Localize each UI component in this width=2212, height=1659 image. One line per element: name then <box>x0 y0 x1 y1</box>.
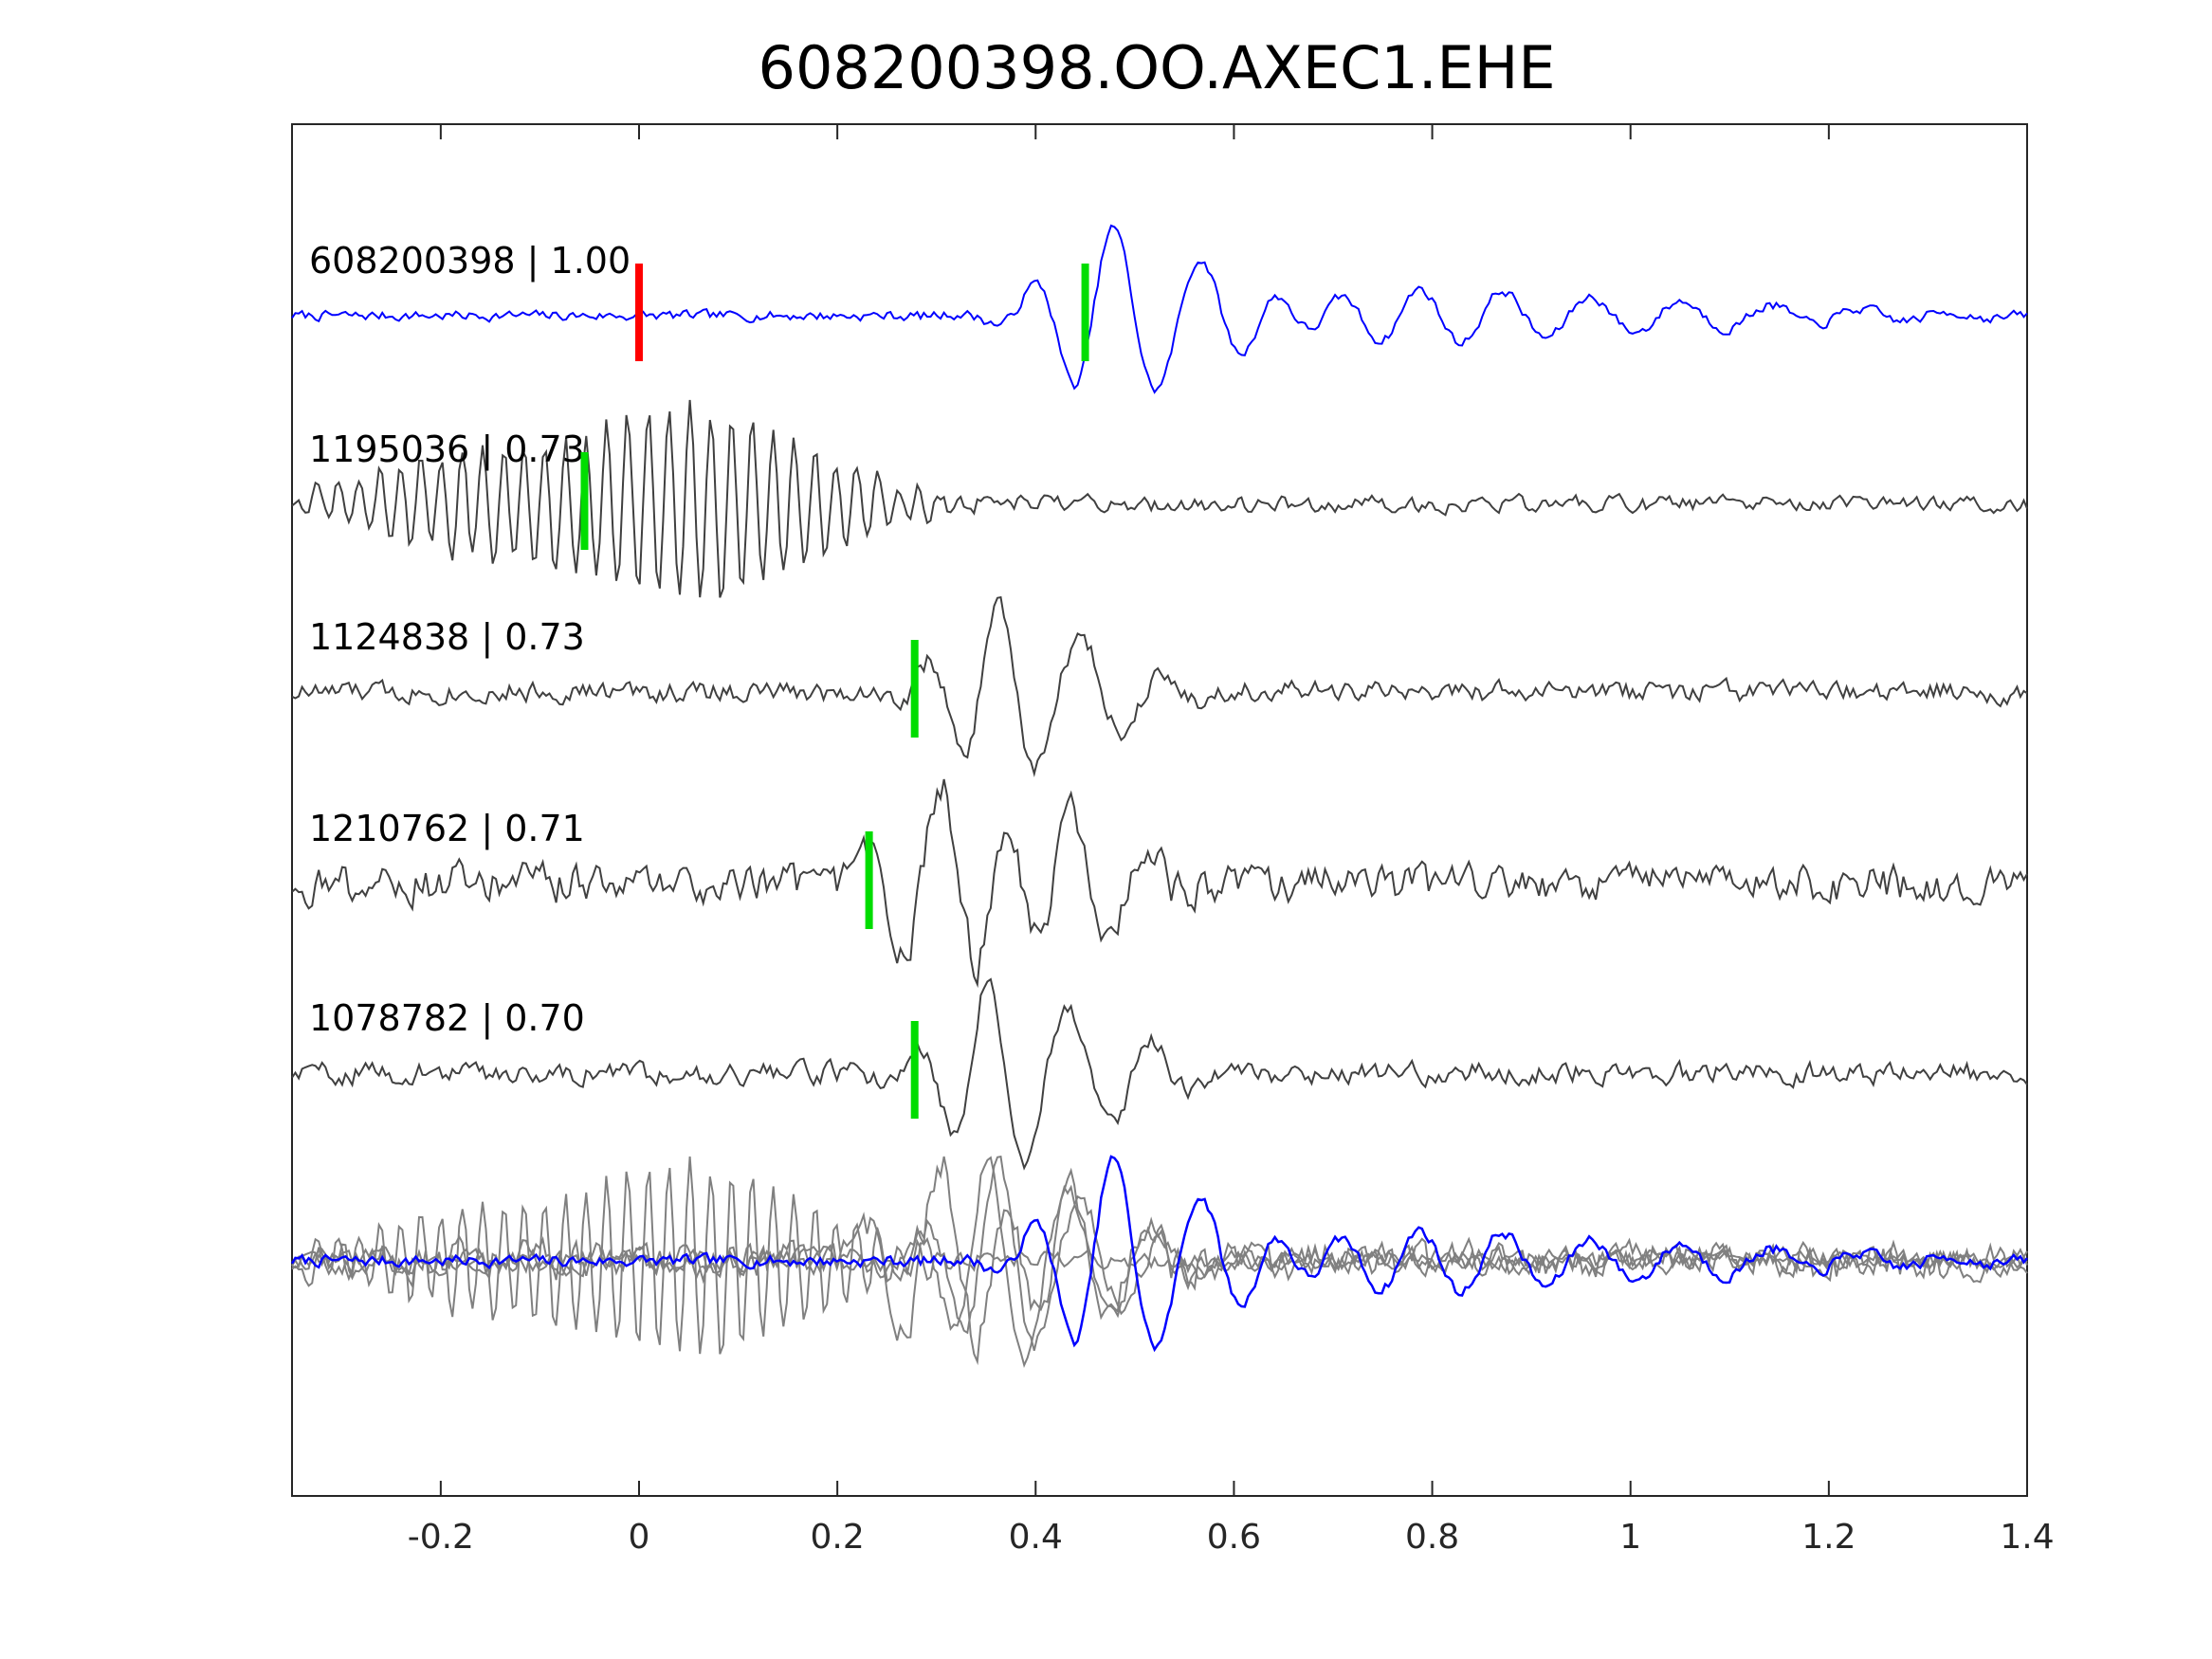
x-tick-label: 1.4 <box>2000 1518 2054 1557</box>
x-tick-label: 0.6 <box>1207 1518 1261 1557</box>
x-tick-label: 0 <box>629 1518 650 1557</box>
x-tick-label: -0.2 <box>408 1518 474 1557</box>
x-tick-label: 0.2 <box>811 1518 865 1557</box>
chart-title: 608200398.OO.AXEC1.EHE <box>759 33 1556 102</box>
trace-label: 1210762 | 0.71 <box>309 808 585 850</box>
trace-line <box>291 224 2028 394</box>
stack-trace-line <box>291 1156 2028 1369</box>
x-tick-label: 0.4 <box>1009 1518 1063 1557</box>
stack-group <box>290 1155 2028 1369</box>
x-tick-label: 1 <box>1619 1518 1641 1557</box>
trace-label: 608200398 | 1.00 <box>309 240 631 283</box>
trace-label: 1124838 | 0.73 <box>309 616 585 659</box>
x-tick-label: 1.2 <box>1801 1518 1856 1557</box>
trace-label: 1078782 | 0.70 <box>309 997 585 1040</box>
x-axis-ticks: -0.2 0 0.2 0.4 0.6 0.8 1 1.2 1.4 <box>408 124 2055 1557</box>
trace-label: 1195036 | 0.73 <box>309 428 585 471</box>
trace-line <box>291 595 2028 778</box>
x-tick-label: 0.8 <box>1405 1518 1459 1557</box>
trace-line <box>291 977 2028 1171</box>
trace-line <box>291 778 2028 989</box>
trace-labels: 608200398 | 1.00 1195036 | 0.73 1124838 | … <box>309 240 631 1040</box>
stack-template-line <box>290 1155 2028 1353</box>
pick-markers <box>580 264 1089 1119</box>
